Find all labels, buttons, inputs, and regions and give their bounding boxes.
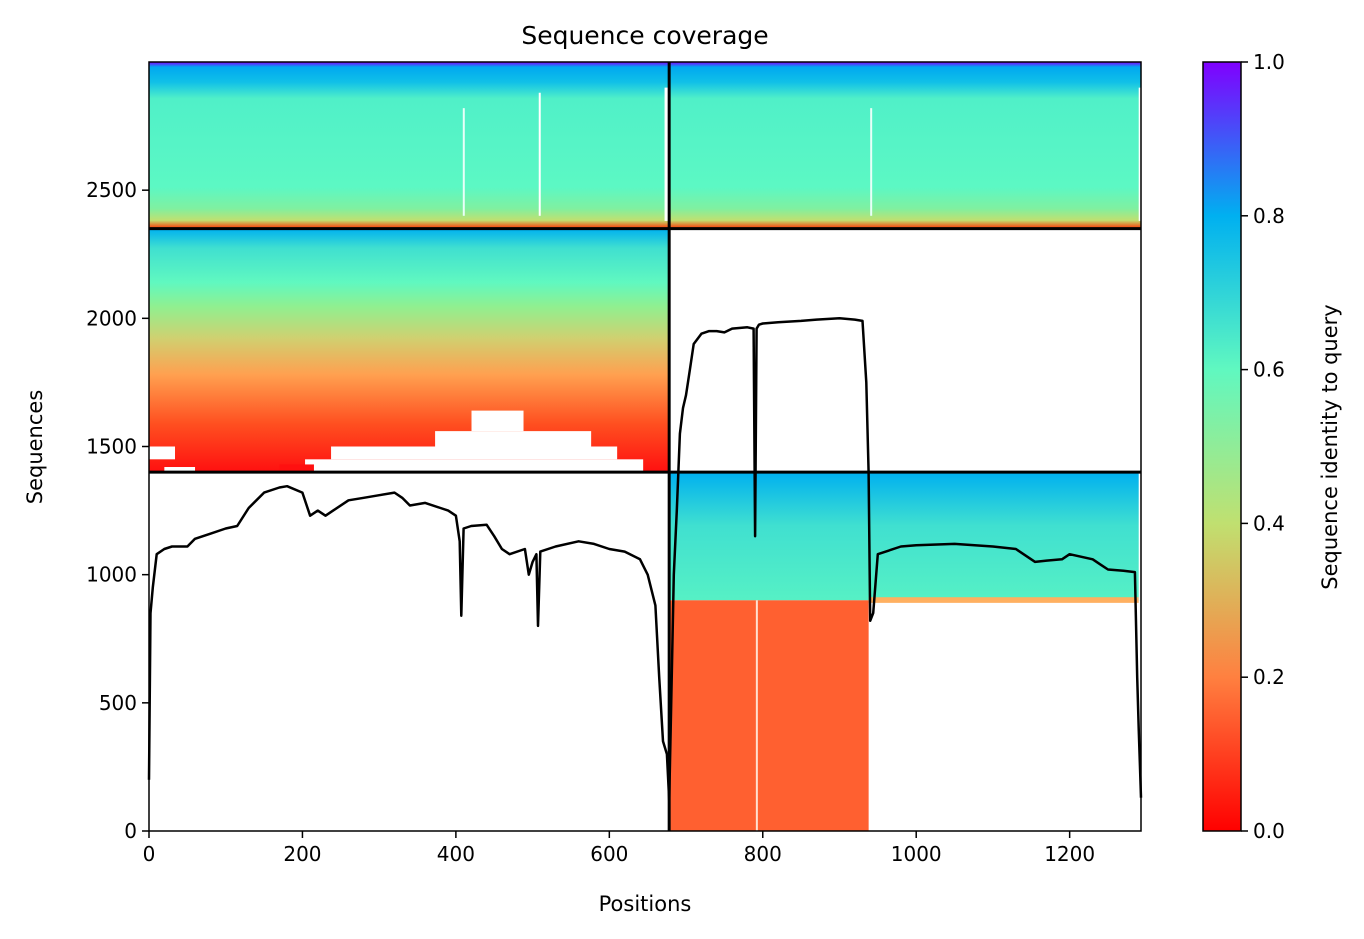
heatmap-block-top-left [149, 62, 670, 229]
x-tick-label: 200 [283, 842, 321, 866]
heatmap-gap [435, 431, 592, 447]
x-tick-label: 1200 [1044, 842, 1095, 866]
heatmap-block-bottom-right-low [669, 600, 869, 831]
colorbar-label: Sequence identity to query [1318, 304, 1342, 589]
plot-area [147, 61, 1143, 832]
heatmap-gap [664, 87, 670, 221]
x-axis: 0 200 400 600 800 1000 1200 [143, 831, 1095, 866]
heatmap-gap [331, 446, 618, 460]
x-tick-label: 1000 [891, 842, 942, 866]
y-axis-label: Sequences [23, 390, 47, 505]
heatmap-gap [471, 410, 524, 432]
x-axis-label: Positions [599, 892, 692, 916]
x-tick-label: 800 [744, 842, 782, 866]
colorbar-tick-label: 0.4 [1253, 511, 1285, 535]
heatmap-gap [1138, 87, 1141, 221]
y-tick-label: 1500 [86, 435, 137, 459]
heatmap-gap [164, 467, 196, 473]
coverage-line [147, 317, 1143, 802]
colorbar-tick-label: 0.0 [1253, 819, 1285, 843]
colorbar: 0.0 0.2 0.4 0.6 0.8 1.0 [1202, 50, 1285, 843]
heatmap-gap [538, 92, 541, 216]
colorbar-tick-label: 1.0 [1253, 50, 1285, 74]
colorbar-tick-label: 0.2 [1253, 665, 1285, 689]
y-tick-label: 500 [99, 691, 137, 715]
y-tick-label: 0 [124, 819, 137, 843]
heatmap-hotspot [279, 464, 314, 473]
heatmap-gap [755, 600, 758, 831]
colorbar-tick-label: 0.8 [1253, 204, 1285, 228]
colorbar-gradient [1202, 61, 1242, 832]
y-tick-label: 2500 [86, 178, 137, 202]
colorbar-tick-label: 0.6 [1253, 358, 1285, 382]
heatmap-gap [462, 108, 465, 216]
chart-title: Sequence coverage [521, 21, 768, 50]
heatmap-gap [149, 446, 176, 460]
y-tick-label: 2000 [86, 306, 137, 330]
heatmap-gap [870, 108, 873, 216]
heatmap-edge [868, 597, 1139, 603]
y-tick-label: 1000 [86, 563, 137, 587]
heatmap-gap [305, 459, 644, 473]
x-tick-label: 0 [143, 842, 156, 866]
x-tick-label: 400 [437, 842, 475, 866]
y-axis: 0 500 1000 1500 2000 2500 [86, 178, 149, 843]
x-tick-label: 600 [590, 842, 628, 866]
heatmap-block-top-right [669, 62, 1141, 229]
heatmap-gap [1138, 472, 1141, 601]
